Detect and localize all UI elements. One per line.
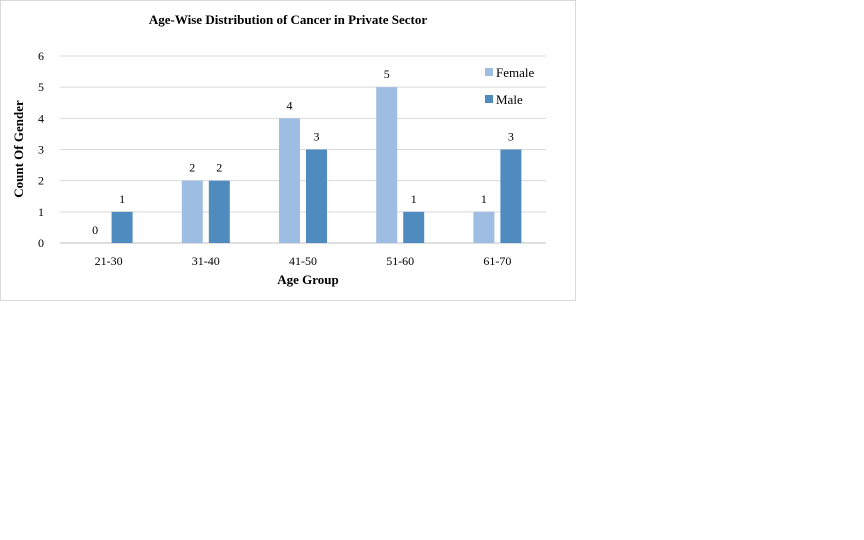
bar-female-41-50 <box>279 118 300 243</box>
data-label-female-41-50: 4 <box>287 98 293 112</box>
bar-female-31-40 <box>181 180 203 243</box>
bar-male-61-70 <box>500 149 522 243</box>
y-tick-label: 0 <box>38 236 44 250</box>
y-axis-ticks: 0 1 2 3 4 5 6 <box>38 49 44 250</box>
y-axis-label: Count Of Gender <box>11 100 26 198</box>
data-label-female-51-60: 5 <box>384 67 390 81</box>
y-tick-label: 2 <box>38 174 44 188</box>
y-tick-label: 6 <box>38 49 44 63</box>
legend-swatch-female <box>485 68 493 76</box>
legend-label-male: Male <box>496 92 523 107</box>
bars <box>111 87 522 244</box>
bar-male-41-50 <box>306 149 327 243</box>
chart-frame: Age-Wise Distribution of Cancer in Priva… <box>0 0 576 301</box>
bar-male-21-30 <box>111 211 133 243</box>
data-label-male-21-30: 1 <box>119 192 125 206</box>
x-axis-ticks: 21-30 31-40 41-50 51-60 61-70 <box>95 254 512 268</box>
legend: Female Male <box>485 65 534 107</box>
data-label-male-41-50: 3 <box>314 130 320 144</box>
bar-female-51-60 <box>376 87 398 244</box>
x-tick-label: 51-60 <box>386 254 414 268</box>
y-tick-label: 1 <box>38 205 44 219</box>
data-label-female-61-70: 1 <box>481 192 487 206</box>
y-tick-label: 4 <box>38 111 44 125</box>
x-tick-label: 21-30 <box>95 254 123 268</box>
chart-title: Age-Wise Distribution of Cancer in Priva… <box>149 12 427 27</box>
data-label-male-31-40: 2 <box>216 161 222 175</box>
bar-male-31-40 <box>208 180 230 243</box>
y-tick-label: 3 <box>38 143 44 157</box>
gridlines <box>60 55 546 244</box>
data-label-female-21-30: 0 <box>92 223 98 237</box>
legend-swatch-male <box>485 95 493 103</box>
bar-male-51-60 <box>403 211 425 243</box>
x-tick-label: 61-70 <box>483 254 511 268</box>
bar-chart: Age-Wise Distribution of Cancer in Priva… <box>11 12 546 287</box>
data-label-male-51-60: 1 <box>411 192 417 206</box>
x-tick-label: 31-40 <box>192 254 220 268</box>
x-tick-label: 41-50 <box>289 254 317 268</box>
data-labels: 0 1 2 2 4 3 5 1 1 3 <box>92 67 514 237</box>
data-label-female-31-40: 2 <box>189 161 195 175</box>
x-axis-label: Age Group <box>277 272 339 287</box>
bar-female-61-70 <box>473 211 495 243</box>
legend-label-female: Female <box>496 65 534 80</box>
y-tick-label: 5 <box>38 80 44 94</box>
data-label-male-61-70: 3 <box>508 130 514 144</box>
